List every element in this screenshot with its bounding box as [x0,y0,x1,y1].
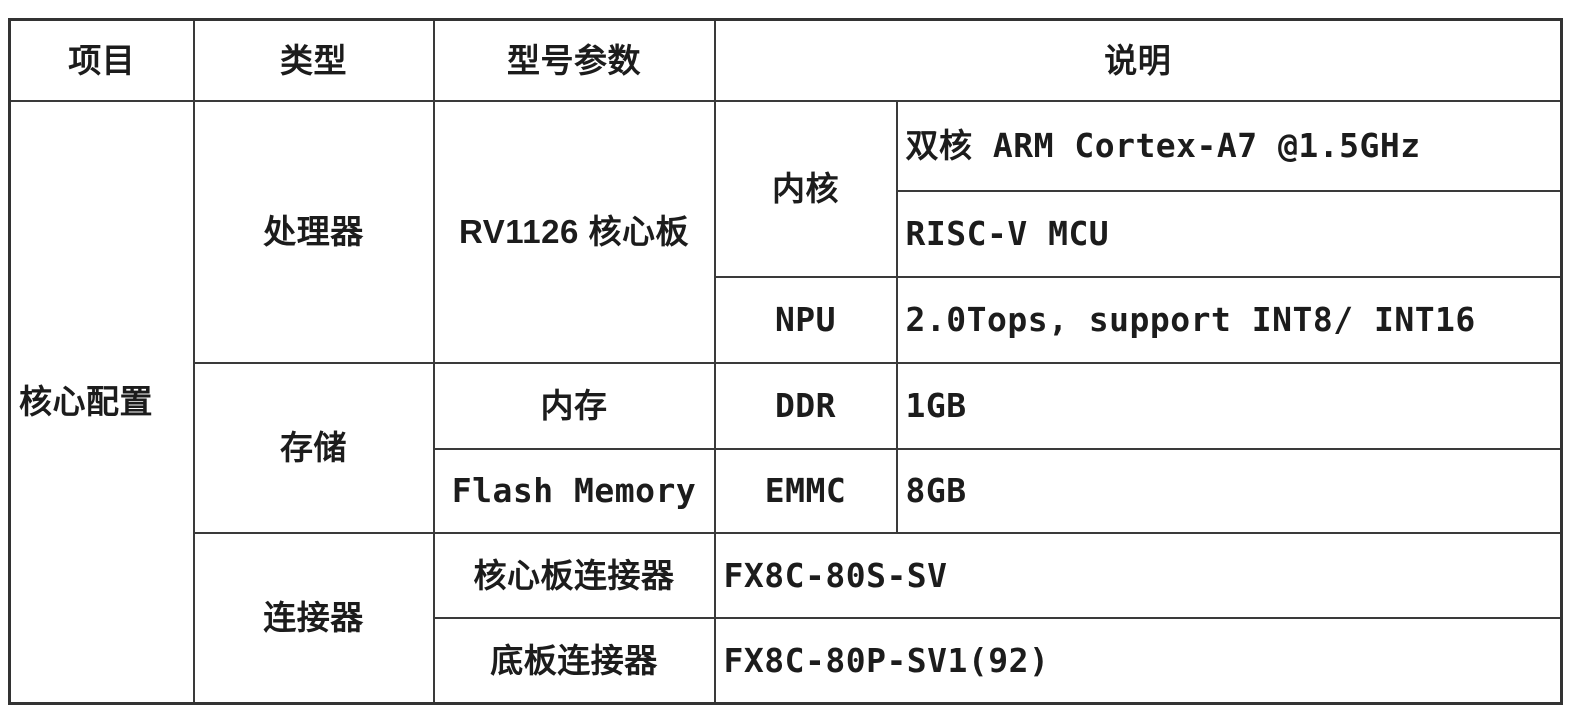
header-item: 项目 [8,18,195,102]
desc-cell-npu-performance: 2.0Tops, support INT8/ INT16 [895,276,1563,364]
desc-cell-riscv-mcu: RISC-V MCU [895,190,1563,278]
header-description: 说明 [713,18,1563,102]
type-cell-processor: 处理器 [192,100,435,364]
sub-cell-emmc: EMMC [713,448,898,534]
table-row-core-board-connector: 连接器 核心板连接器 FX8C-80S-SV [10,532,1563,705]
sub-cell-npu: NPU [713,276,898,364]
sub-cell-kernel: 内核 [713,100,898,278]
type-cell-connector: 连接器 [192,532,435,705]
group-cell-core-configuration: 核心配置 [8,100,195,705]
model-cell-flash-memory: Flash Memory [432,448,716,534]
model-cell-memory: 内存 [432,362,716,450]
table-row-emmc: Flash Memory EMMC 8GB [10,448,1563,534]
table-row-ddr: 存储 内存 DDR 1GB [10,362,1563,534]
header-type: 类型 [192,18,435,102]
model-cell-baseboard-connector: 底板连接器 [432,617,716,705]
type-cell-storage: 存储 [192,362,435,534]
table-header-row: 项目 类型 型号参数 说明 [8,18,1563,102]
model-cell-rv1126-core-board: RV1126 核心板 [432,100,716,364]
desc-cell-baseboard-connector-part: FX8C-80P-SV1(92) [713,617,1563,705]
table-row-riscv-mcu: RISC-V MCU [10,190,1563,278]
model-cell-core-board-connector: 核心板连接器 [432,532,716,619]
sub-cell-ddr: DDR [713,362,898,450]
desc-cell-emmc-size: 8GB [895,448,1563,534]
table-row-baseboard-connector: 底板连接器 FX8C-80P-SV1(92) [10,617,1563,705]
core-configuration-table: 项目 类型 型号参数 说明 核心配置 处理器 RV1126 核心板 内核 双核 … [8,18,1563,705]
table-row-npu: NPU 2.0Tops, support INT8/ INT16 [10,276,1563,364]
desc-cell-arm-cortex-a7: 双核 ARM Cortex-A7 @1.5GHz [895,100,1563,192]
desc-cell-ddr-size: 1GB [895,362,1563,450]
desc-cell-core-board-connector-part: FX8C-80S-SV [713,532,1563,619]
table-row-arm-core: 核心配置 处理器 RV1126 核心板 内核 双核 ARM Cortex-A7 … [8,100,1563,705]
header-model: 型号参数 [432,18,716,102]
